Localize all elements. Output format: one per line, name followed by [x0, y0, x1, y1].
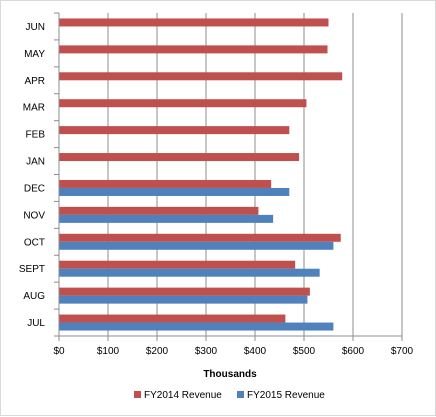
bar-fy2014-feb — [59, 126, 290, 135]
y-tick-label: JUL — [27, 318, 45, 329]
bar-fy2014-jan — [59, 153, 300, 162]
bar-fy2014-aug — [59, 287, 310, 296]
legend-swatch-fy2014 — [134, 391, 141, 398]
bar-fy2014-apr — [59, 72, 343, 81]
bar-fy2014-oct — [59, 233, 341, 242]
bar-fy2015-oct — [59, 241, 334, 250]
x-tick-label: $300 — [195, 346, 218, 357]
y-tick-label: JAN — [26, 157, 45, 168]
x-tick-label: $100 — [97, 346, 120, 357]
bar-fy2014-may — [59, 45, 328, 54]
bar-fy2014-sept — [59, 260, 296, 269]
y-tick-label: AUG — [23, 291, 45, 302]
x-tick-label: $600 — [342, 346, 365, 357]
x-tick-label: $400 — [244, 346, 267, 357]
gridlines — [107, 13, 403, 336]
x-axis-title: Thousands — [203, 369, 257, 380]
bar-fy2014-nov — [59, 206, 259, 215]
x-tick-label: $500 — [293, 346, 316, 357]
bar-fy2014-jun — [59, 18, 329, 27]
bar-fy2014-dec — [59, 179, 272, 188]
bar-fy2014-jul — [59, 314, 286, 323]
bar-fy2014-mar — [59, 99, 307, 108]
x-tick-label: $200 — [146, 346, 169, 357]
bar-fy2015-nov — [59, 214, 274, 223]
legend-label-fy2015: FY2015 Revenue — [247, 390, 325, 401]
bar-fy2015-sept — [59, 268, 320, 277]
y-tick-label: MAR — [23, 103, 45, 114]
y-tick-label: FEB — [26, 130, 46, 141]
y-tick-label: NOV — [23, 210, 45, 221]
bars — [59, 18, 343, 331]
legend-label-fy2014: FY2014 Revenue — [144, 390, 222, 401]
y-tick-label: OCT — [24, 237, 45, 248]
bar-fy2015-aug — [59, 295, 308, 304]
y-tick-label: DEC — [24, 183, 45, 194]
y-tick-label: JUN — [26, 22, 45, 33]
legend-swatch-fy2015 — [237, 391, 244, 398]
bar-fy2015-jul — [59, 322, 334, 331]
y-tick-label: SEPT — [19, 264, 45, 275]
legend: FY2014 Revenue FY2015 Revenue — [134, 390, 325, 401]
x-tick-label: $700 — [391, 346, 414, 357]
y-tick-label: MAY — [24, 49, 45, 60]
y-tick-label: APR — [24, 76, 45, 87]
axes: JUL AUG SEPT OCT NOV DEC JAN FEB MAR APR MAY JUN $0 $… — [19, 12, 414, 357]
x-tick-label: $0 — [53, 346, 65, 357]
bar-fy2015-dec — [59, 187, 290, 196]
